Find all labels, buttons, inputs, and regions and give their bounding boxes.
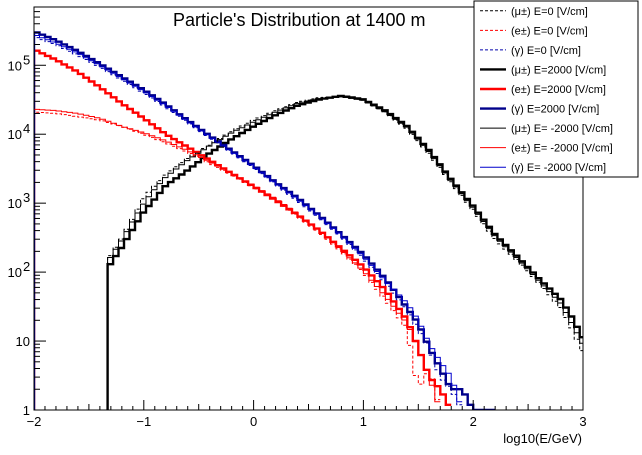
y-tick-label: 10 (8, 58, 22, 73)
x-tick-label: −1 (136, 414, 151, 429)
series-line-7 (34, 108, 441, 410)
y-tick-label: 10 (8, 265, 22, 280)
series-line-8 (34, 35, 463, 410)
legend: (μ±) E=0 [V/cm] (e±) E=0 [V/cm] (γ) E=0 [V… (473, 0, 639, 178)
legend-label: (μ±) E= -2000 [V/cm] (511, 123, 613, 135)
legend-label: (μ±) E=2000 [V/cm] (511, 64, 606, 76)
x-tick-label: 2 (470, 414, 477, 429)
y-tick-exponent: 2 (23, 259, 30, 274)
legend-label: (e±) E= -2000 [V/cm] (511, 143, 613, 155)
series-line-6 (107, 96, 583, 410)
legend-label: (μ±) E=0 [V/cm] (511, 6, 588, 18)
legend-label: (γ) E= -2000 [V/cm] (511, 162, 606, 174)
y-tick-exponent: 3 (23, 190, 30, 205)
y-tick-label: 10 (8, 127, 22, 142)
legend-label: (γ) E=0 [V/cm] (511, 45, 581, 57)
y-tick-label: 10 (16, 334, 30, 349)
x-tick-label: 0 (250, 414, 257, 429)
y-tick-exponent: 5 (23, 52, 30, 67)
y-tick-exponent: 4 (23, 121, 30, 136)
legend-label: (γ) E=2000 [V/cm] (511, 104, 599, 116)
legend-label: (e±) E=0 [V/cm] (511, 25, 588, 37)
x-tick-label: 3 (579, 414, 586, 429)
series-line-5 (34, 31, 496, 410)
y-tick-label: 10 (8, 196, 22, 211)
x-tick-label: 1 (360, 414, 367, 429)
legend-label: (e±) E=2000 [V/cm] (511, 84, 606, 96)
chart-title: Particle's Distribution at 1400 m (173, 10, 426, 30)
x-axis-label: log10(E/GeV) (503, 431, 582, 446)
y-tick-label: 1 (23, 403, 30, 418)
x-tick-label: −2 (27, 414, 42, 429)
series-line-1 (34, 111, 441, 410)
